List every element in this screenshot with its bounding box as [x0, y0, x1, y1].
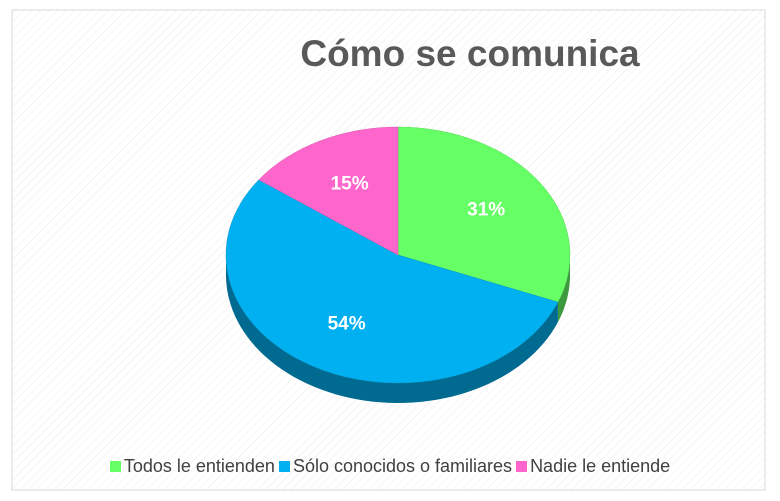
legend-swatch: [278, 461, 290, 472]
legend-item: Sólo conocidos o familiares: [278, 456, 513, 477]
legend-item: Nadie le entiende: [516, 456, 670, 477]
data-label: 15%: [331, 173, 369, 194]
legend: Todos le entienden Sólo conocidos o famil…: [0, 456, 780, 477]
legend-item: Todos le entienden: [109, 456, 275, 477]
slice: [397, 126, 571, 303]
data-label: 31%: [467, 199, 505, 220]
slice: [225, 179, 559, 384]
legend-swatch: [516, 461, 528, 472]
slice-side: [557, 255, 570, 323]
chart-title: Cómo se comunica: [300, 33, 640, 74]
slice-side: [226, 255, 558, 403]
data-label: 54%: [328, 314, 366, 335]
legend-label: Nadie le entiende: [530, 456, 671, 476]
legend-label: Todos le entienden: [123, 456, 275, 476]
legend-swatch: [109, 461, 121, 472]
legend-label: Sólo conocidos o familiares: [292, 456, 513, 476]
slice: [258, 126, 399, 256]
